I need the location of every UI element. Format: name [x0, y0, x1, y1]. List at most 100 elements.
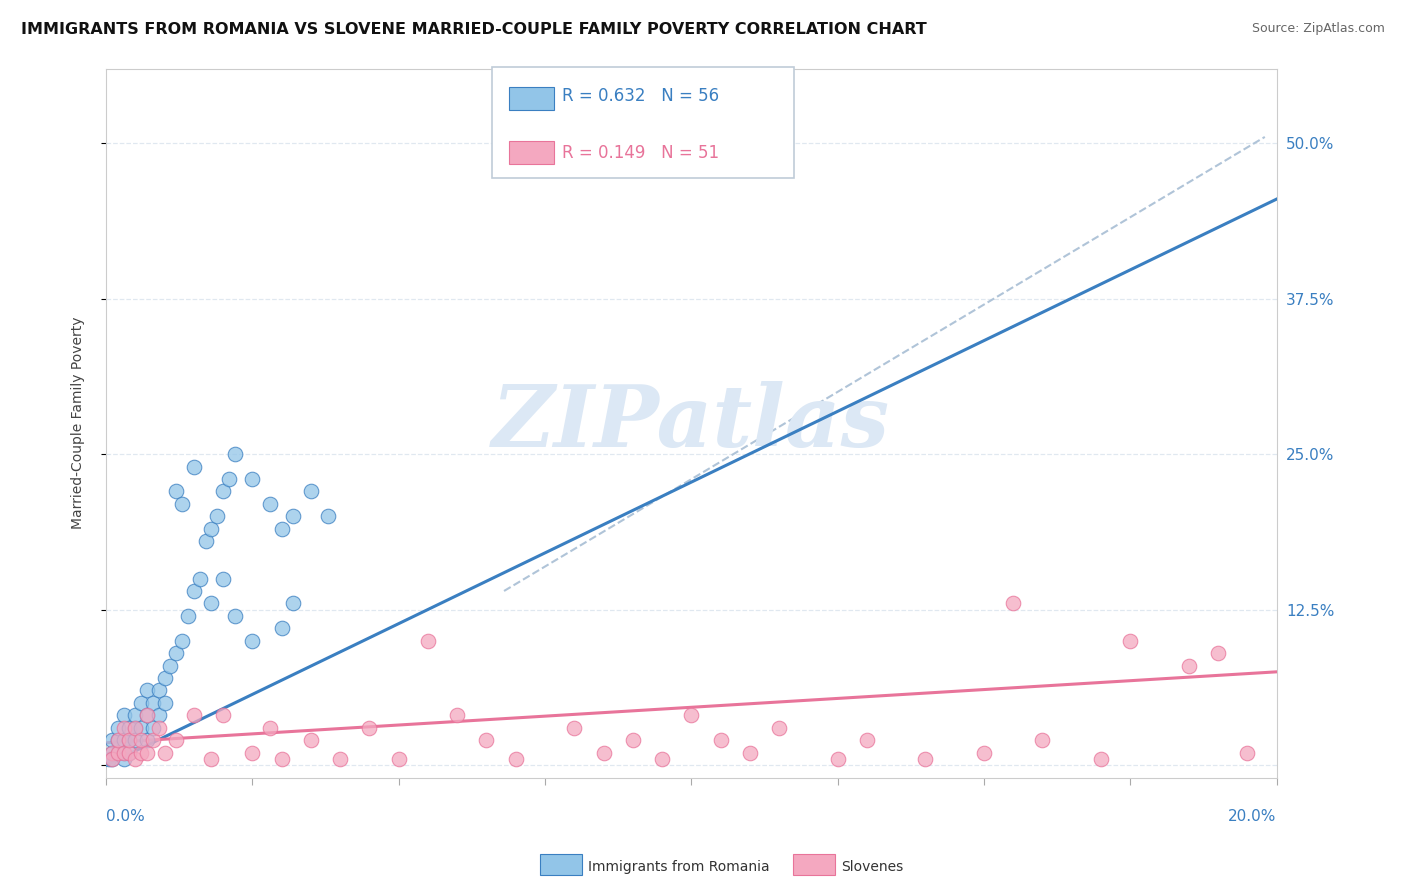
- Point: [914, 752, 936, 766]
- Point: [270, 522, 292, 536]
- Point: [129, 696, 152, 710]
- Point: [172, 633, 194, 648]
- Point: [259, 721, 281, 735]
- Point: [165, 733, 187, 747]
- Point: [183, 584, 205, 599]
- Point: [299, 733, 322, 747]
- Point: [124, 733, 146, 747]
- Point: [681, 708, 703, 723]
- Point: [1090, 752, 1112, 766]
- Point: [188, 572, 211, 586]
- Point: [112, 721, 135, 735]
- Point: [283, 509, 305, 524]
- Point: [200, 522, 222, 536]
- Point: [212, 708, 235, 723]
- Point: [1177, 658, 1199, 673]
- Point: [416, 633, 439, 648]
- Point: [318, 509, 340, 524]
- Point: [259, 497, 281, 511]
- Text: IMMIGRANTS FROM ROMANIA VS SLOVENE MARRIED-COUPLE FAMILY POVERTY CORRELATION CHA: IMMIGRANTS FROM ROMANIA VS SLOVENE MARRI…: [21, 22, 927, 37]
- Point: [148, 708, 170, 723]
- Point: [200, 596, 222, 610]
- Point: [107, 733, 129, 747]
- Point: [475, 733, 498, 747]
- Point: [242, 746, 264, 760]
- Text: 20.0%: 20.0%: [1229, 809, 1277, 824]
- Point: [768, 721, 790, 735]
- Point: [124, 721, 146, 735]
- Point: [827, 752, 849, 766]
- Point: [107, 746, 129, 760]
- Point: [153, 696, 176, 710]
- Point: [118, 733, 141, 747]
- Text: 0.0%: 0.0%: [105, 809, 145, 824]
- Point: [165, 646, 187, 660]
- Point: [681, 136, 703, 150]
- Point: [212, 572, 235, 586]
- Point: [153, 671, 176, 685]
- Point: [212, 484, 235, 499]
- Point: [1119, 633, 1142, 648]
- Point: [124, 752, 146, 766]
- Point: [973, 746, 995, 760]
- Point: [592, 746, 614, 760]
- Point: [200, 752, 222, 766]
- Point: [207, 509, 229, 524]
- Point: [148, 721, 170, 735]
- Point: [112, 752, 135, 766]
- Point: [194, 534, 217, 549]
- Point: [142, 733, 165, 747]
- Point: [224, 447, 246, 461]
- Point: [112, 746, 135, 760]
- Point: [124, 708, 146, 723]
- Point: [388, 752, 411, 766]
- Point: [98, 752, 121, 766]
- Point: [562, 721, 585, 735]
- Point: [118, 746, 141, 760]
- Point: [177, 608, 200, 623]
- Point: [118, 746, 141, 760]
- Point: [1236, 746, 1258, 760]
- Point: [142, 696, 165, 710]
- Point: [112, 746, 135, 760]
- Point: [153, 746, 176, 760]
- Point: [101, 752, 124, 766]
- Point: [136, 708, 159, 723]
- Point: [359, 721, 381, 735]
- Point: [136, 746, 159, 760]
- Point: [148, 683, 170, 698]
- Point: [112, 733, 135, 747]
- Point: [107, 733, 129, 747]
- Point: [101, 733, 124, 747]
- Point: [446, 708, 468, 723]
- Point: [183, 708, 205, 723]
- Text: Immigrants from Romania: Immigrants from Romania: [588, 860, 769, 874]
- Point: [1206, 646, 1229, 660]
- Point: [129, 733, 152, 747]
- Point: [270, 752, 292, 766]
- Point: [129, 746, 152, 760]
- Point: [329, 752, 352, 766]
- Y-axis label: Married-Couple Family Poverty: Married-Couple Family Poverty: [72, 317, 86, 529]
- Point: [172, 497, 194, 511]
- Point: [129, 721, 152, 735]
- Point: [107, 721, 129, 735]
- Point: [218, 472, 240, 486]
- Point: [621, 733, 644, 747]
- Point: [299, 484, 322, 499]
- Point: [165, 484, 187, 499]
- Point: [136, 733, 159, 747]
- Point: [101, 752, 124, 766]
- Point: [224, 608, 246, 623]
- Point: [856, 733, 879, 747]
- Point: [1002, 596, 1025, 610]
- Point: [270, 621, 292, 635]
- Point: [242, 472, 264, 486]
- Text: R = 0.149   N = 51: R = 0.149 N = 51: [562, 144, 720, 161]
- Point: [118, 733, 141, 747]
- Point: [159, 658, 181, 673]
- Text: Source: ZipAtlas.com: Source: ZipAtlas.com: [1251, 22, 1385, 36]
- Point: [101, 746, 124, 760]
- Point: [183, 459, 205, 474]
- Point: [1031, 733, 1053, 747]
